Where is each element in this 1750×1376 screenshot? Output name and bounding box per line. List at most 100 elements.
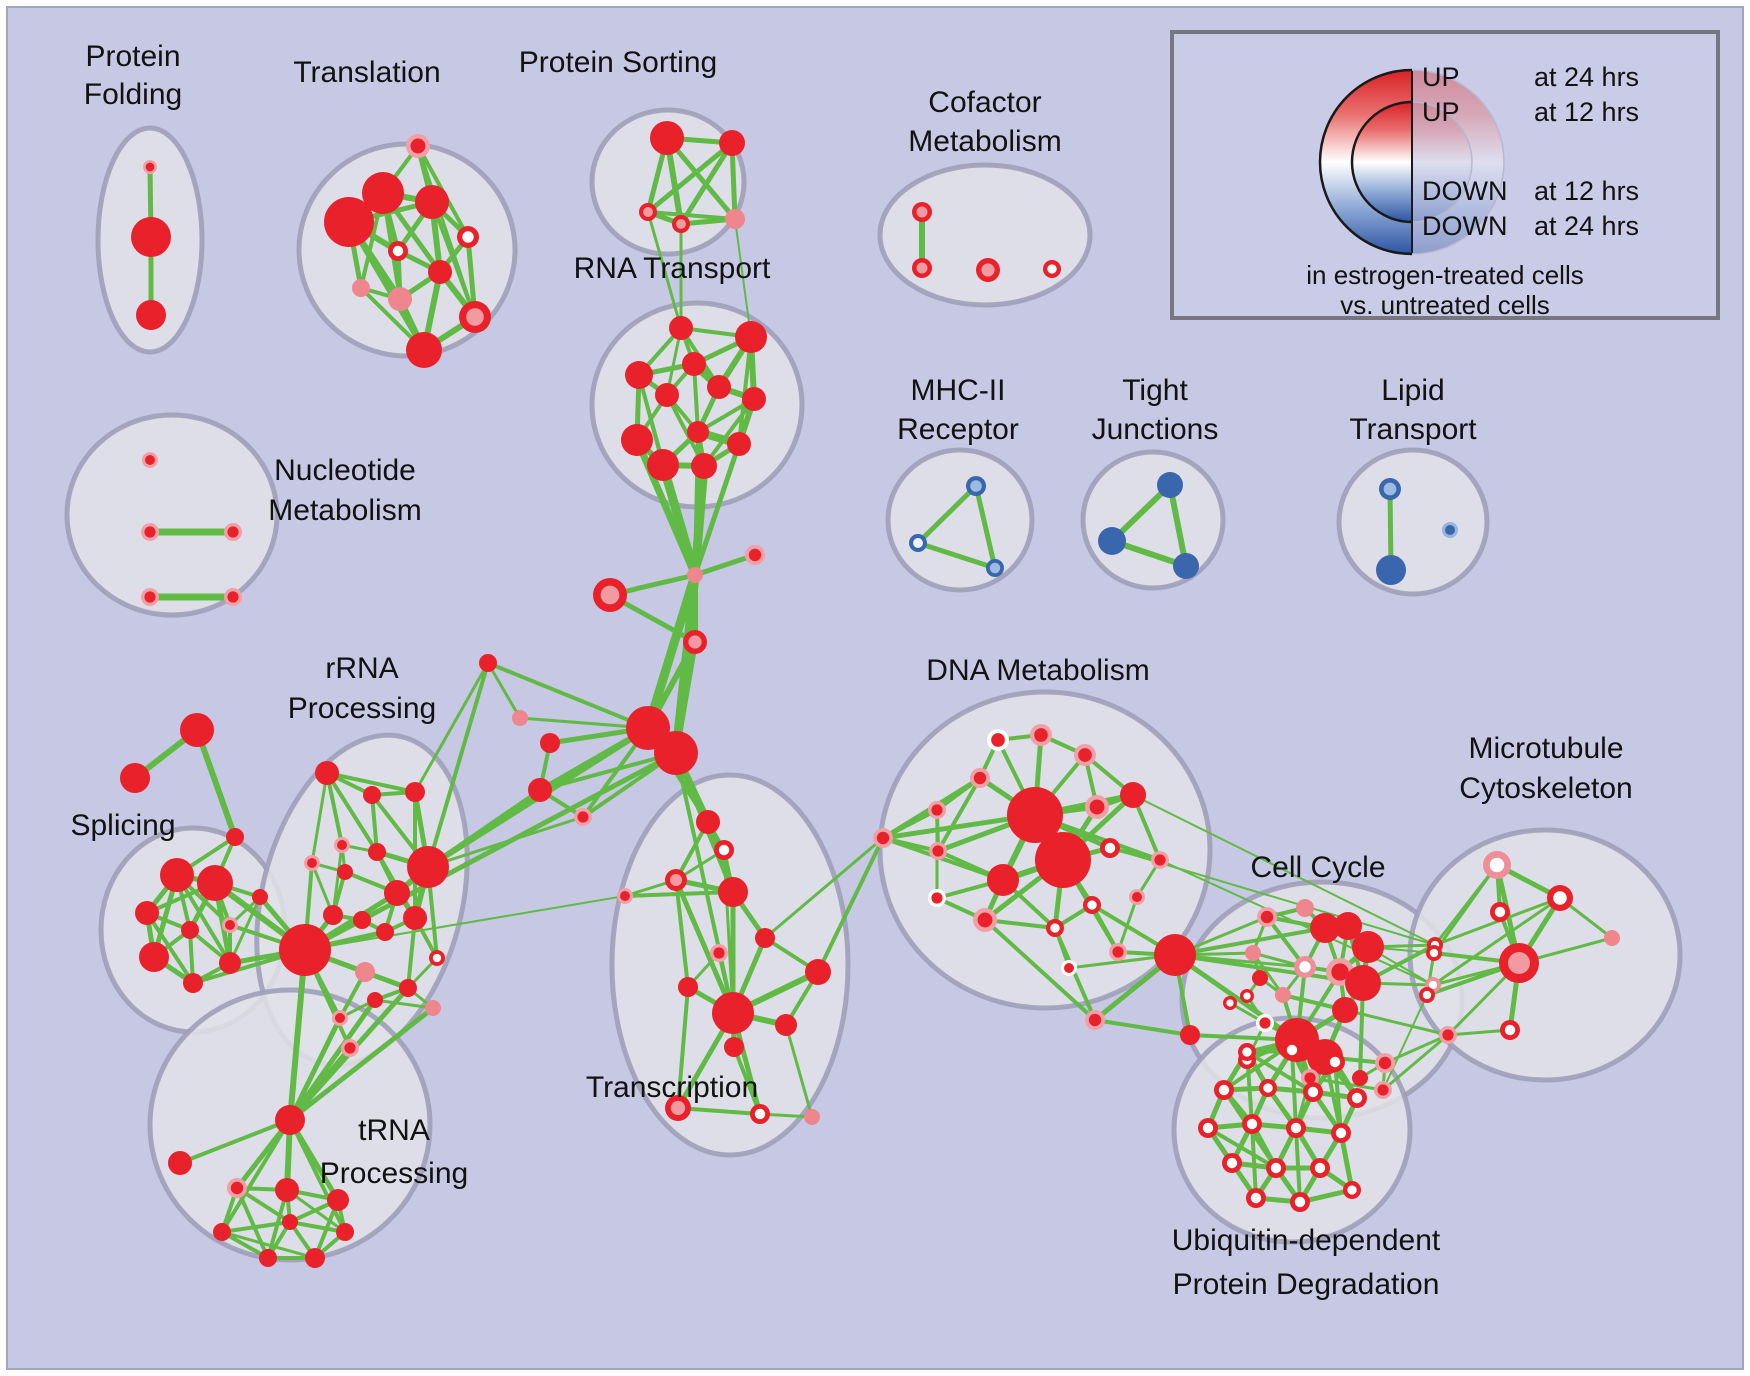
- gene-set-node: [1426, 945, 1442, 961]
- cluster-label-cell-cycle-line-0: Cell Cycle: [1250, 851, 1385, 884]
- gene-set-node: [1347, 1088, 1367, 1108]
- cluster-label-translation-line-0: Translation: [293, 56, 440, 89]
- gene-set-node: [368, 843, 386, 861]
- edge: [1173, 926, 1327, 957]
- gene-set-node: [197, 865, 233, 901]
- gene-set-node: [928, 889, 946, 907]
- gene-set-node: [707, 375, 731, 399]
- gene-set-node: [428, 260, 452, 284]
- gene-set-node: [334, 837, 350, 853]
- gene-set-node: [1303, 1082, 1323, 1102]
- gene-set-node: [141, 523, 159, 541]
- gene-set-node: [647, 449, 679, 481]
- nodes: [120, 121, 1620, 1268]
- gene-set-node: [213, 1223, 231, 1241]
- edge: [1172, 952, 1300, 1043]
- gene-set-node: [1180, 1025, 1200, 1045]
- edge: [936, 776, 982, 853]
- edge: [1343, 1008, 1450, 1037]
- edge: [732, 1045, 762, 1116]
- legend-time-24-down: at 24 hrs: [1534, 211, 1639, 241]
- gene-set-node: [626, 706, 670, 750]
- gene-set-node: [353, 911, 371, 929]
- gene-set-node: [712, 992, 754, 1034]
- gene-set-node: [1483, 851, 1511, 879]
- edge: [816, 836, 885, 974]
- gene-set-node: [1499, 943, 1539, 983]
- gene-set-node: [180, 713, 214, 747]
- gene-set-node: [639, 203, 657, 221]
- gene-set-node: [1256, 1014, 1274, 1032]
- gene-set-node: [1345, 965, 1381, 1001]
- gene-set-node: [388, 287, 412, 311]
- edge: [645, 140, 735, 215]
- edge: [734, 218, 752, 338]
- gene-set-node: [912, 258, 932, 278]
- gene-set-node: [672, 215, 690, 233]
- gene-set-node: [275, 1178, 299, 1202]
- gene-set-node: [1500, 1020, 1520, 1040]
- gene-set-node: [224, 588, 242, 606]
- gene-set-node: [1223, 996, 1237, 1010]
- gene-set-node: [142, 452, 158, 468]
- edge: [325, 771, 344, 847]
- gene-set-node: [1151, 851, 1169, 869]
- gene-set-node: [1439, 1026, 1457, 1044]
- cluster-label-nucleotide-metabolism-line-0: Nucleotide: [274, 454, 416, 487]
- edge: [763, 836, 885, 940]
- cluster-label-microtubule-cytoskeleton-line-0: Microtubule: [1468, 732, 1623, 765]
- cluster-label-microtubule-cytoskeleton-line-1: Cytoskeleton: [1459, 772, 1632, 805]
- cluster-label-dna-metabolism-line-0: DNA Metabolism: [926, 654, 1149, 687]
- edge: [692, 441, 742, 578]
- edge: [145, 911, 195, 985]
- gene-set-node: [403, 906, 427, 930]
- edge: [426, 788, 542, 869]
- edge: [287, 947, 308, 1123]
- edge: [220, 1220, 292, 1234]
- gene-set-node: [687, 567, 703, 583]
- edge: [287, 1015, 343, 1123]
- edge: [915, 540, 998, 571]
- gene-set-node: [136, 300, 166, 330]
- edge: [538, 751, 678, 792]
- edge: [220, 1230, 317, 1260]
- gene-set-node: [305, 1248, 325, 1268]
- edge: [430, 200, 477, 319]
- gene-set-node: [1290, 1192, 1310, 1212]
- gene-set-node: [714, 840, 734, 860]
- cluster-label-cofactor-metabolism-line-1: Metabolism: [908, 125, 1061, 158]
- edge: [373, 998, 435, 1010]
- edge: [673, 877, 736, 1016]
- legend-keyword-down-24: DOWN: [1422, 211, 1507, 241]
- gene-set-node: [574, 808, 592, 826]
- gene-set-node: [181, 921, 199, 939]
- gene-set-node: [1030, 724, 1052, 746]
- edge: [220, 1118, 292, 1234]
- edge: [426, 661, 490, 869]
- edge: [737, 335, 753, 446]
- gene-set-node: [617, 888, 633, 904]
- edge: [643, 570, 700, 733]
- gene-set-node: [1085, 1010, 1105, 1030]
- edge: [678, 140, 735, 227]
- gene-set-node: [1245, 945, 1261, 961]
- gene-set-node: [1296, 899, 1314, 917]
- gene-set-node: [1238, 1043, 1256, 1061]
- gene-set-node: [227, 1178, 247, 1198]
- cluster-label-lipid-transport-line-1: Transport: [1349, 413, 1477, 446]
- legend-ring-icon: [1318, 68, 1505, 256]
- gene-set-node: [710, 944, 728, 962]
- gene-set-node: [405, 782, 425, 802]
- cluster-label-protein-folding-line-1: Folding: [84, 78, 182, 111]
- cluster-ellipse-mhc-ii-receptor: [885, 447, 1035, 593]
- gene-set-node: [324, 197, 374, 247]
- gene-set-node: [1098, 527, 1126, 555]
- edge: [881, 808, 939, 840]
- edge: [310, 771, 329, 865]
- gene-set-node: [388, 241, 408, 261]
- edge: [325, 771, 379, 854]
- edge: [784, 1023, 814, 1119]
- gene-set-node: [1266, 1158, 1286, 1178]
- gene-set-node: [1074, 744, 1096, 766]
